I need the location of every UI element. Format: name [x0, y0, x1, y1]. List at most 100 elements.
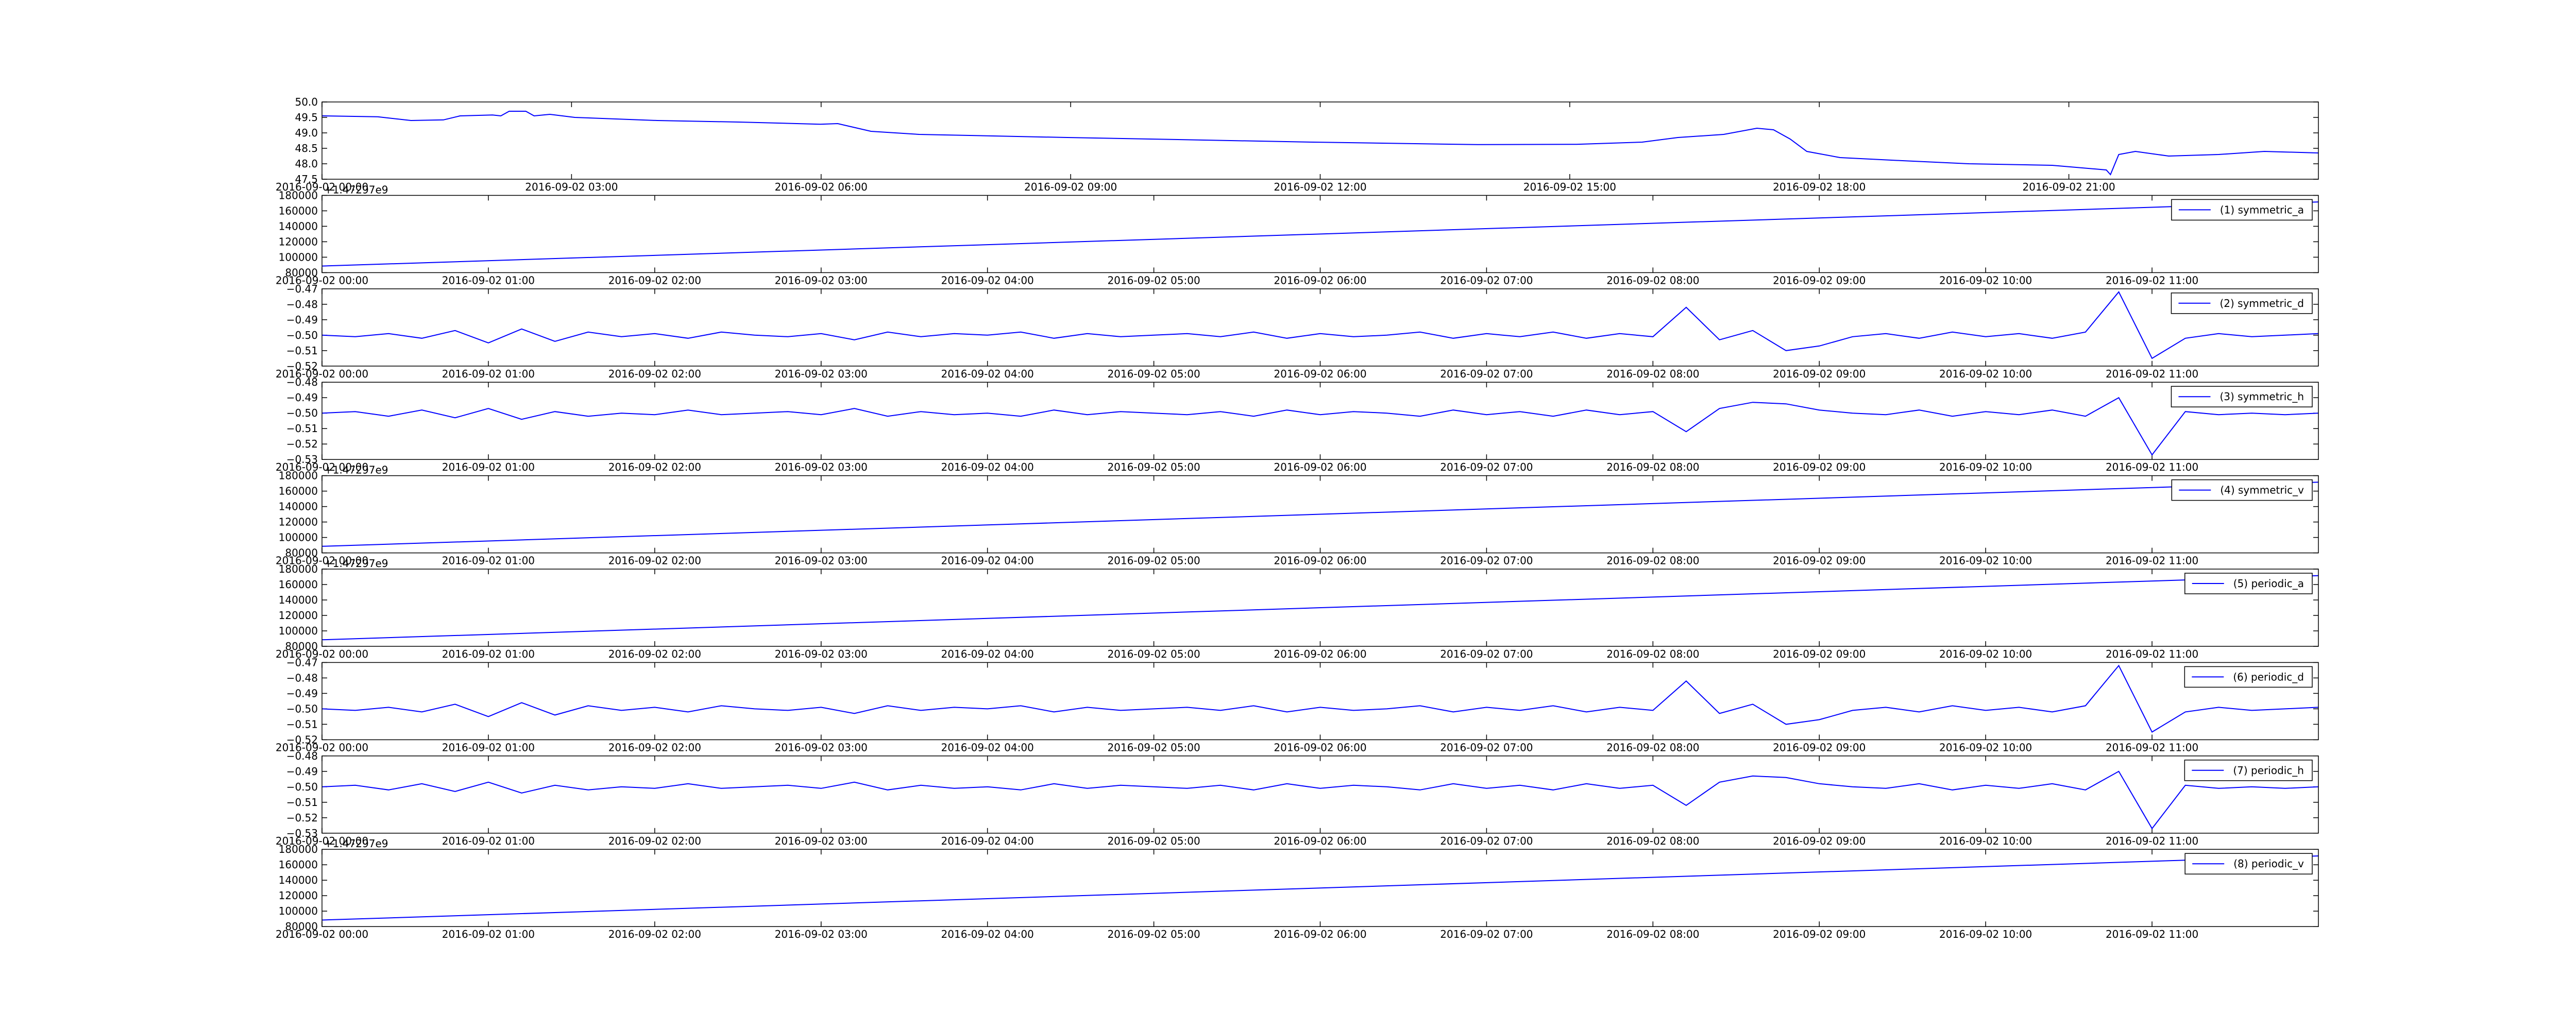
y-tick-label: 180000	[279, 189, 318, 201]
x-tick-label: 2016-09-02 06:00	[775, 181, 868, 193]
x-tick-label: 2016-09-02 09:00	[1773, 555, 1866, 567]
y-tick-label: 140000	[279, 874, 318, 886]
x-tick-label: 2016-09-02 10:00	[1939, 648, 2032, 660]
x-tick-label: 2016-09-02 08:00	[1606, 835, 1699, 847]
x-tick-label: 2016-09-02 08:00	[1606, 928, 1699, 940]
y-tick-label: −0.50	[286, 407, 318, 419]
y-tick-label: 100000	[279, 625, 318, 637]
x-tick-label: 2016-09-02 08:00	[1606, 555, 1699, 567]
x-tick-label: 2016-09-02 05:00	[1107, 928, 1200, 940]
y-tick-label: −0.52	[286, 438, 318, 450]
offset-text: +1.47297e9	[324, 557, 388, 570]
y-tick-label: 120000	[279, 516, 318, 528]
x-tick-label: 2016-09-02 00:00	[276, 741, 368, 753]
x-tick-label: 2016-09-02 02:00	[608, 274, 701, 286]
x-tick-label: 2016-09-02 11:00	[2106, 835, 2198, 847]
x-tick-label: 2016-09-02 10:00	[1939, 928, 2032, 940]
x-tick-label: 2016-09-02 04:00	[941, 741, 1034, 753]
x-tick-label: 2016-09-02 00:00	[276, 461, 368, 473]
x-tick-label: 2016-09-02 02:00	[608, 741, 701, 753]
x-tick-label: 2016-09-02 10:00	[1939, 461, 2032, 473]
x-tick-label: 2016-09-02 03:00	[775, 555, 868, 567]
y-tick-label: 100000	[279, 905, 318, 917]
x-tick-label: 2016-09-02 00:00	[276, 648, 368, 660]
y-tick-label: −0.47	[286, 656, 318, 668]
y-tick-label: 180000	[279, 563, 318, 575]
x-tick-label: 2016-09-02 03:00	[775, 928, 868, 940]
x-tick-label: 2016-09-02 06:00	[1274, 741, 1366, 753]
x-tick-label: 2016-09-02 03:00	[775, 461, 868, 473]
x-tick-label: 2016-09-02 10:00	[1939, 274, 2032, 286]
plot-frame	[321, 288, 2319, 367]
x-tick-label: 2016-09-02 05:00	[1107, 648, 1200, 660]
x-tick-label: 2016-09-02 09:00	[1773, 368, 1866, 380]
y-tick-label: −0.48	[286, 750, 318, 762]
legend-label: (7) periodic_h	[2233, 764, 2304, 777]
y-tick-label: −0.49	[286, 391, 318, 404]
x-tick-label: 2016-09-02 04:00	[941, 555, 1034, 567]
x-tick-label: 2016-09-02 01:00	[442, 274, 535, 286]
x-tick-label: 2016-09-02 01:00	[442, 835, 535, 847]
x-tick-label: 2016-09-02 11:00	[2106, 741, 2198, 753]
legend: (6) periodic_d	[2184, 666, 2313, 688]
y-tick-label: 47.5	[295, 173, 318, 185]
x-tick-label: 2016-09-02 10:00	[1939, 835, 2032, 847]
x-tick-label: 2016-09-02 09:00	[1773, 461, 1866, 473]
plot-frame	[321, 662, 2319, 741]
x-tick-label: 2016-09-02 06:00	[1274, 461, 1366, 473]
plot-frame	[321, 849, 2319, 927]
x-tick-label: 2016-09-02 01:00	[442, 928, 535, 940]
plot-frame	[321, 382, 2319, 460]
x-tick-label: 2016-09-02 03:00	[775, 274, 868, 286]
x-tick-label: 2016-09-02 04:00	[941, 368, 1034, 380]
x-tick-label: 2016-09-02 00:00	[276, 928, 368, 940]
y-tick-label: −0.50	[286, 781, 318, 793]
data-line	[321, 397, 2319, 456]
y-tick-label: −0.50	[286, 329, 318, 341]
plot-frame	[321, 101, 2319, 180]
y-tick-label: 160000	[279, 485, 318, 497]
x-tick-label: 2016-09-02 04:00	[941, 274, 1034, 286]
legend-label: (4) symmetric_v	[2220, 484, 2304, 496]
y-tick-label: −0.48	[286, 298, 318, 311]
y-tick-label: −0.52	[286, 812, 318, 824]
y-tick-label: 160000	[279, 204, 318, 217]
x-tick-label: 2016-09-02 05:00	[1107, 461, 1200, 473]
x-tick-label: 2016-09-02 06:00	[1274, 555, 1366, 567]
x-tick-label: 2016-09-02 06:00	[1274, 648, 1366, 660]
legend: (4) symmetric_v	[2171, 479, 2313, 501]
y-tick-label: 120000	[279, 609, 318, 622]
data-line	[321, 770, 2319, 830]
y-tick-label: 140000	[279, 594, 318, 606]
x-tick-label: 2016-09-02 10:00	[1939, 368, 2032, 380]
x-tick-label: 2016-09-02 03:00	[775, 835, 868, 847]
x-tick-label: 2016-09-02 07:00	[1440, 835, 1533, 847]
x-tick-label: 2016-09-02 02:00	[608, 555, 701, 567]
x-tick-label: 2016-09-02 01:00	[442, 461, 535, 473]
y-tick-label: 80000	[285, 920, 318, 933]
x-tick-label: 2016-09-02 03:00	[775, 741, 868, 753]
y-tick-label: 160000	[279, 578, 318, 591]
data-line	[321, 855, 2319, 921]
x-tick-label: 2016-09-02 07:00	[1440, 368, 1533, 380]
legend: (1) symmetric_a	[2171, 199, 2313, 221]
x-tick-label: 2016-09-02 08:00	[1606, 741, 1699, 753]
y-tick-label: −0.51	[286, 796, 318, 809]
data-line	[321, 482, 2319, 547]
x-tick-label: 2016-09-02 01:00	[442, 368, 535, 380]
subplot: −0.52 −0.51 −0.50 −0.49 −0.48 −0.47 2016-09-02…	[276, 656, 2319, 753]
x-tick-label: 2016-09-02 07:00	[1440, 741, 1533, 753]
legend-label: (1) symmetric_a	[2220, 203, 2304, 216]
x-tick-label: 2016-09-02 03:00	[525, 181, 618, 193]
x-tick-label: 2016-09-02 07:00	[1440, 461, 1533, 473]
legend-label: (6) periodic_d	[2233, 671, 2304, 683]
x-tick-label: 2016-09-02 11:00	[2106, 274, 2198, 286]
y-tick-label: 49.0	[295, 127, 318, 139]
x-tick-label: 2016-09-02 09:00	[1773, 928, 1866, 940]
legend: (2) symmetric_d	[2171, 293, 2313, 314]
y-tick-label: 50.0	[295, 96, 318, 108]
y-tick-label: −0.49	[286, 687, 318, 699]
y-tick-label: −0.51	[286, 718, 318, 730]
data-line	[321, 201, 2319, 267]
